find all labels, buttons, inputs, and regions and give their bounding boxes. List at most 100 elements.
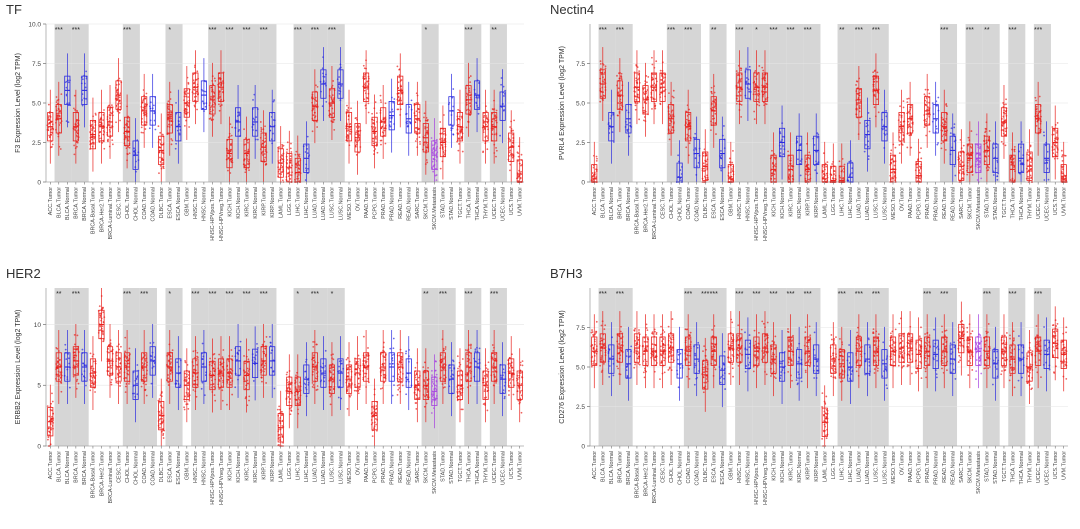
data-point <box>788 170 790 172</box>
data-point <box>57 365 59 367</box>
data-point <box>950 132 952 134</box>
x-tick-label: CHOL.Normal <box>133 187 139 221</box>
x-tick-label: DLBC.Tumor <box>159 187 165 218</box>
x-tick-label: THCA.Normal <box>475 187 481 221</box>
data-point <box>686 138 688 140</box>
x-tick-label: ACC.Tumor <box>48 451 54 479</box>
data-point <box>202 358 204 360</box>
data-point <box>116 346 118 348</box>
data-point <box>51 146 53 148</box>
data-point <box>817 163 819 165</box>
data-point <box>167 382 169 384</box>
data-point <box>51 392 53 394</box>
data-point <box>372 126 374 128</box>
data-point <box>603 73 605 75</box>
data-point <box>720 158 722 160</box>
data-point <box>1043 135 1045 137</box>
data-point <box>52 144 54 146</box>
data-point <box>423 117 425 119</box>
data-point <box>1044 162 1046 164</box>
data-point <box>398 77 400 79</box>
x-tick-label: LUSC.Tumor <box>874 187 880 218</box>
data-point <box>115 382 117 384</box>
data-point <box>317 86 319 88</box>
data-point <box>74 366 76 368</box>
data-point <box>110 367 112 369</box>
x-tick-label: THCA.Normal <box>1019 187 1025 221</box>
data-point <box>629 122 631 124</box>
data-point <box>1004 128 1006 130</box>
y-tick-label: 5.0 <box>32 101 41 108</box>
data-point <box>600 95 602 97</box>
data-point <box>82 78 84 80</box>
data-point <box>669 115 671 117</box>
data-point <box>432 153 434 155</box>
data-point <box>60 382 62 384</box>
data-point <box>432 148 434 150</box>
data-point <box>69 387 71 389</box>
data-point <box>920 157 922 159</box>
data-point <box>170 368 172 370</box>
data-point <box>372 122 374 124</box>
x-tick-label: PRAD.Tumor <box>925 187 931 219</box>
data-point <box>521 154 523 156</box>
data-point <box>59 122 61 124</box>
data-point <box>149 342 151 344</box>
data-point <box>906 147 908 149</box>
data-point <box>874 106 876 108</box>
data-point <box>60 148 62 150</box>
data-point <box>714 102 716 104</box>
data-point <box>740 90 742 92</box>
x-tick-label: STAD.Tumor <box>985 187 991 218</box>
data-point <box>945 135 947 137</box>
x-tick-label: HNSC.Normal <box>202 451 208 485</box>
data-point <box>367 88 369 90</box>
data-point <box>706 163 708 165</box>
data-point <box>411 100 413 102</box>
data-point <box>358 126 360 128</box>
data-point <box>125 136 127 138</box>
data-point <box>364 90 366 92</box>
data-point <box>616 75 618 77</box>
data-point <box>380 95 382 97</box>
data-point <box>518 156 520 158</box>
data-point <box>520 171 522 173</box>
data-point <box>780 152 782 154</box>
data-point <box>260 127 262 129</box>
data-point <box>1057 158 1059 160</box>
significance-label: ** <box>839 27 845 34</box>
data-point <box>509 150 511 152</box>
x-tick-label: BRCA.Normal <box>82 187 88 221</box>
data-point <box>714 113 716 115</box>
data-point <box>475 93 477 95</box>
x-tick-label: KIRC.Tumor <box>244 451 250 481</box>
x-tick-label: CESC.Tumor <box>660 187 666 219</box>
data-point <box>1061 156 1063 158</box>
data-point <box>73 376 75 378</box>
data-point <box>890 153 892 155</box>
significance-label: *** <box>1034 27 1042 34</box>
data-point <box>307 136 309 138</box>
data-point <box>389 111 391 113</box>
data-point <box>375 138 377 140</box>
data-point <box>834 170 836 172</box>
data-point <box>500 84 502 86</box>
x-tick-label: PCPG.Tumor <box>372 187 378 219</box>
x-tick-label: HNSC-HPVpos.Tumor <box>754 187 760 241</box>
data-point <box>375 136 377 138</box>
x-tick-label: COAD.Normal <box>150 451 156 485</box>
data-point <box>290 155 292 157</box>
data-point <box>452 125 454 127</box>
x-tick-label: KICH.Tumor <box>227 187 233 217</box>
data-point <box>865 144 867 146</box>
data-point <box>248 358 250 360</box>
data-point <box>214 78 216 80</box>
y-tick-label: 2.5 <box>576 140 585 147</box>
data-point <box>99 141 101 143</box>
data-point <box>618 87 620 89</box>
data-point <box>76 348 78 350</box>
significance-label: *** <box>55 27 63 34</box>
y-tick-label: 7.5 <box>576 61 585 68</box>
data-point <box>76 110 78 112</box>
